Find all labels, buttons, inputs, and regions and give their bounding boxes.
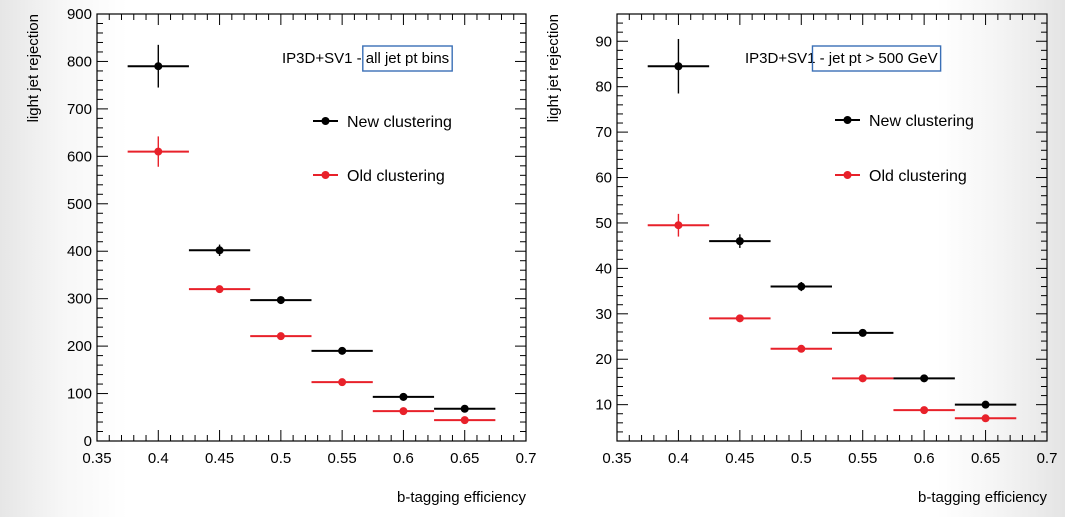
x-tick-label: 0.55 [848, 450, 877, 467]
data-point-marker [276, 332, 285, 341]
y-tick-label: 50 [595, 215, 612, 232]
x-tick-label: 0.45 [725, 450, 754, 467]
algorithm-label-prefix: IP3D+SV1 [745, 50, 815, 67]
x-tick-label: 0.4 [668, 450, 689, 467]
data-point-marker [460, 404, 469, 413]
data-point-marker [858, 374, 867, 383]
y-tick-label: 800 [67, 53, 92, 70]
legend-marker-2 [321, 171, 330, 179]
x-tick-label: 0.6 [914, 450, 935, 467]
data-point-marker [981, 414, 990, 423]
y-tick-label: 70 [595, 124, 612, 141]
x-tick-label: 0.65 [971, 450, 1000, 467]
algorithm-label: IP3D+SV1 - all jet pt bins [282, 50, 449, 67]
x-tick-label: 0.5 [270, 450, 291, 467]
algorithm-label-boxed: - jet pt > 500 GeV [815, 50, 937, 67]
data-point-marker [735, 314, 744, 323]
data-point-marker [858, 328, 867, 337]
x-axis-title: b-tagging efficiency [397, 489, 526, 506]
y-tick-label: 60 [595, 170, 612, 187]
series-new-clustering [647, 38, 1017, 409]
algorithm-label: IP3D+SV1 - jet pt > 500 GeV [745, 50, 938, 67]
plot-frame [96, 13, 527, 442]
data-point-marker [338, 346, 347, 355]
legend-marker-1 [321, 117, 330, 125]
data-point-marker [674, 62, 683, 71]
y-axis-title: light jet rejection [545, 14, 562, 122]
y-tick-label: 80 [595, 79, 612, 96]
data-point-marker [154, 62, 163, 71]
legend-label-1: New clustering [869, 113, 974, 130]
series-old-clustering [127, 136, 496, 425]
y-tick-label: 10 [595, 397, 612, 414]
data-point-marker [215, 285, 224, 294]
y-tick-label: 90 [595, 33, 612, 50]
data-point-marker [797, 344, 806, 353]
y-tick-label: 400 [67, 243, 92, 260]
y-tick-label: 30 [595, 306, 612, 323]
legend-marker-2 [843, 171, 852, 179]
data-point-marker [920, 374, 929, 383]
x-tick-label: 0.55 [328, 450, 357, 467]
data-point-marker [276, 296, 285, 305]
chart-panel-2: 0.35 0.4 0.45 0.5 0.55 0.6 0.65 0.7 10 20 30 40 50 60… [545, 13, 1058, 506]
data-point-marker [338, 378, 347, 387]
data-point-marker [981, 400, 990, 409]
data-point-marker [460, 416, 469, 425]
series-new-clustering [127, 44, 496, 413]
x-tick-label: 0.35 [602, 450, 631, 467]
algorithm-label-boxed: all jet pt bins [366, 50, 449, 67]
legend-marker-1 [843, 116, 852, 124]
x-axis-title: b-tagging efficiency [918, 489, 1047, 506]
y-tick-label: 40 [595, 260, 612, 277]
algorithm-label-prefix: IP3D+SV1 - [282, 50, 366, 67]
y-tick-label: 500 [67, 196, 92, 213]
x-tick-label: 0.35 [82, 450, 111, 467]
y-tick-label: 600 [67, 148, 92, 165]
y-axis-title: light jet rejection [25, 14, 42, 122]
y-tick-label: 100 [67, 386, 92, 403]
data-point-marker [797, 282, 806, 291]
legend-label-2: Old clustering [869, 168, 967, 185]
x-tick-label: 0.4 [148, 450, 169, 467]
plot-frame [616, 13, 1048, 442]
data-point-marker [920, 406, 929, 415]
y-tick-label: 300 [67, 291, 92, 308]
data-point-marker [674, 221, 683, 230]
algorithm-label-box [362, 45, 453, 72]
y-tick-label: 200 [67, 338, 92, 355]
data-point-marker [399, 392, 408, 401]
x-tick-label: 0.7 [1037, 450, 1058, 467]
x-tick-label: 0.5 [791, 450, 812, 467]
data-point-marker [399, 407, 408, 416]
x-tick-label: 0.45 [205, 450, 234, 467]
algorithm-label-box [811, 45, 942, 72]
legend-label-1: New clustering [347, 114, 452, 131]
series-old-clustering [647, 213, 1017, 423]
x-tick-label: 0.6 [393, 450, 414, 467]
x-tick-label: 0.7 [516, 450, 537, 467]
y-tick-label: 20 [595, 351, 612, 368]
legend-label-2: Old clustering [347, 168, 445, 185]
x-tick-label: 0.65 [450, 450, 479, 467]
data-point-marker [154, 147, 163, 156]
y-tick-label: 900 [67, 6, 92, 23]
data-point-marker [735, 237, 744, 246]
chart-panel-1: 0.35 0.4 0.45 0.5 0.55 0.6 0.65 0.7 0 100 200 300 40… [25, 6, 536, 506]
y-tick-label: 700 [67, 101, 92, 118]
data-point-marker [215, 246, 224, 255]
y-tick-label: 0 [84, 433, 92, 450]
